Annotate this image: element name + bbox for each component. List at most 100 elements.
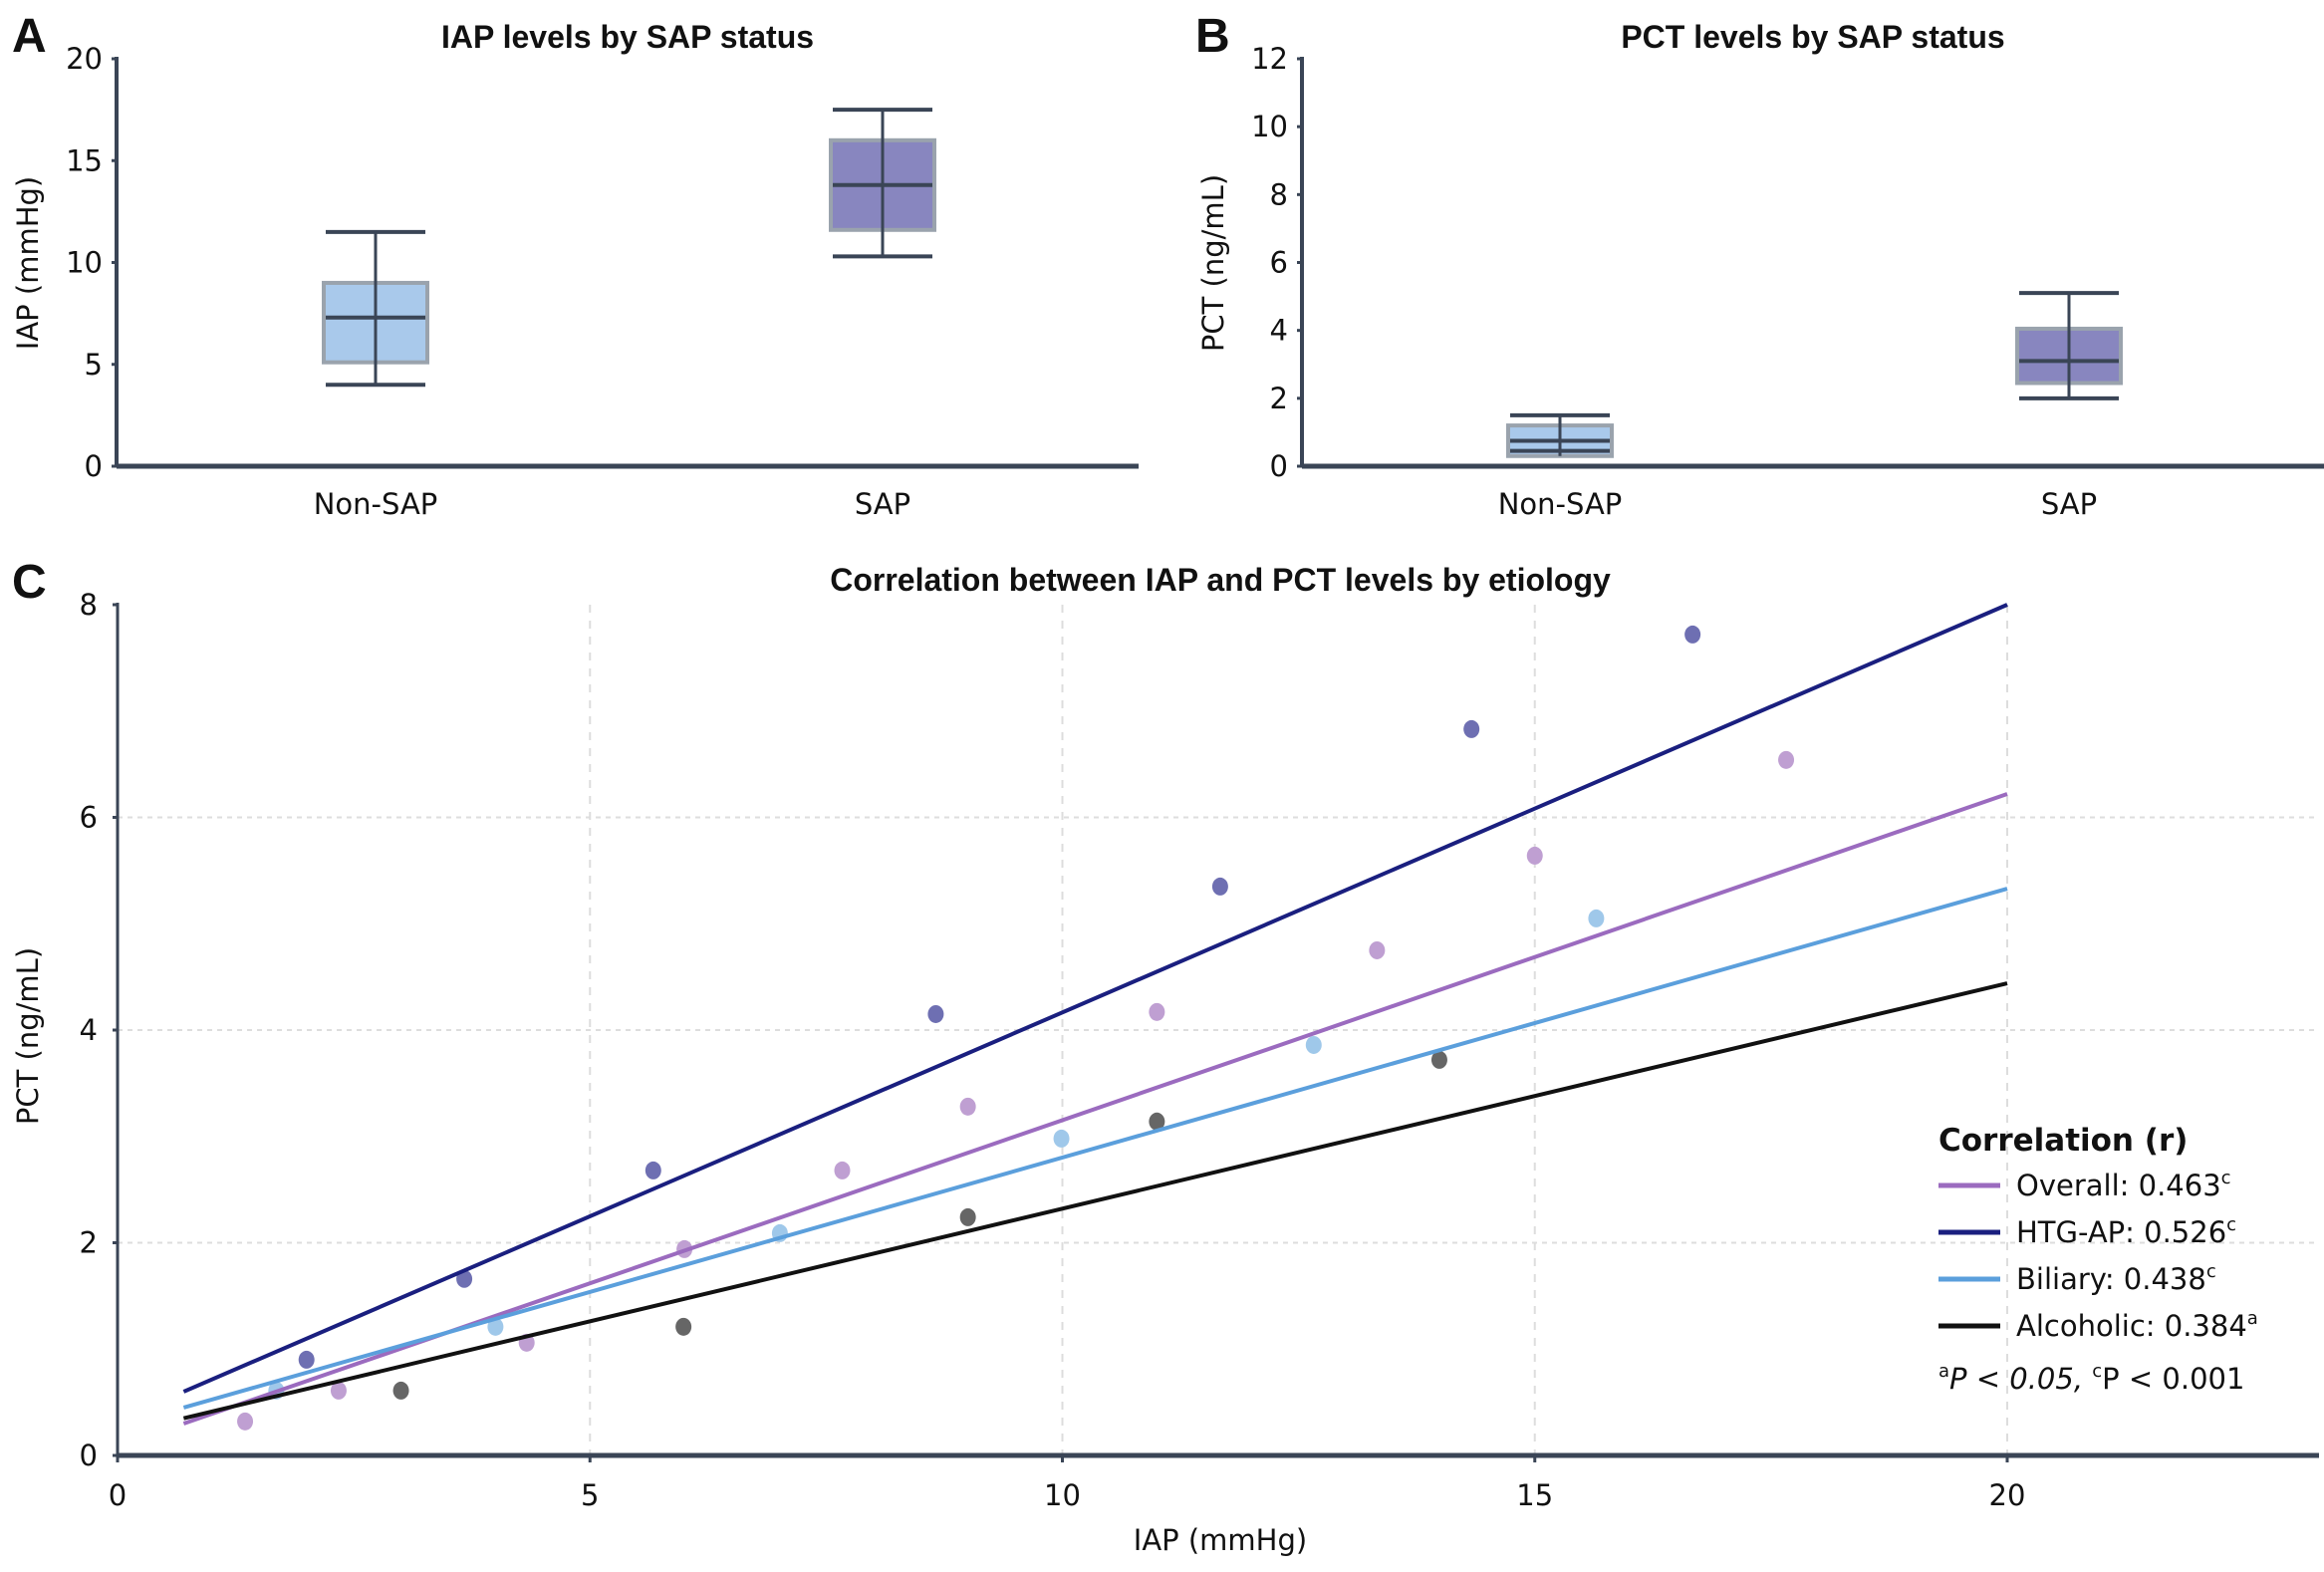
panel-c-title: Correlation between IAP and PCT levels b… — [830, 562, 1611, 598]
footnote-a-text: P < 0.05, — [1949, 1362, 2092, 1396]
legend-significance-mark: a — [2247, 1308, 2258, 1329]
data-point — [1430, 1050, 1447, 1069]
data-point — [1463, 719, 1480, 738]
data-point — [1211, 877, 1228, 896]
data-point — [237, 1412, 254, 1431]
y-tick-label: 6 — [80, 801, 98, 835]
legend-label: Overall: 0.463c — [2016, 1168, 2231, 1202]
legend-label: Biliary: 0.438c — [2016, 1261, 2216, 1296]
fit-line-overall — [182, 792, 2008, 1426]
legend-label-text: Alcoholic: 0.384 — [2016, 1309, 2247, 1343]
footnote-c-text: P < 0.001 — [2102, 1362, 2244, 1396]
panel-letter-b: B — [1195, 10, 1230, 63]
legend-label: HTG-AP: 0.526c — [2016, 1214, 2236, 1249]
data-point — [456, 1269, 473, 1288]
x-tick-label: 0 — [109, 1478, 127, 1512]
y-tick-label: 10 — [1251, 110, 1288, 143]
legend-title: Correlation (r) — [1938, 1123, 2188, 1159]
fit-line-htg-ap — [182, 603, 2008, 1394]
panel-a-ylabel: IAP (mmHg) — [11, 176, 45, 350]
y-tick-label: 10 — [66, 246, 103, 280]
y-tick-label: 6 — [1270, 246, 1288, 280]
data-point — [330, 1381, 347, 1400]
data-point — [1778, 750, 1795, 769]
box-non-sap — [1506, 412, 1614, 458]
data-point — [1684, 625, 1701, 644]
y-tick-label: 4 — [1270, 314, 1288, 348]
y-tick-label: 0 — [85, 449, 103, 483]
data-point — [1526, 846, 1543, 865]
legend-label: Alcoholic: 0.384a — [2016, 1308, 2258, 1343]
panel-c-ylabel: PCT (ng/mL) — [11, 947, 45, 1125]
data-point — [645, 1161, 661, 1179]
box-non-sap — [322, 229, 429, 388]
legend-label-text: Biliary: 0.438 — [2016, 1262, 2206, 1296]
fit-line-alcoholic — [182, 981, 2008, 1421]
legend-item-overall: Overall: 0.463c — [1938, 1168, 2231, 1202]
series-overall — [237, 750, 1795, 1431]
legend-footnote: aP < 0.05, cP < 0.001 — [1938, 1361, 2244, 1396]
panel-b-plot: 0 2 4 6 8 10 12 Non-SAP SAP — [1251, 42, 2324, 521]
x-tick-label: SAP — [855, 487, 910, 521]
y-tick-label: 8 — [80, 588, 98, 622]
x-tick-label: SAP — [2041, 487, 2097, 521]
x-tick-label: 10 — [1044, 1478, 1081, 1512]
legend-label-text: Overall: 0.463 — [2016, 1169, 2221, 1202]
y-tick-label: 12 — [1251, 42, 1288, 76]
data-point — [834, 1161, 851, 1179]
y-tick-label: 0 — [1270, 449, 1288, 483]
y-tick-label: 2 — [1270, 382, 1288, 415]
data-point — [1149, 1112, 1165, 1131]
y-tick-label: 2 — [80, 1226, 98, 1260]
legend-item-alcoholic: Alcoholic: 0.384a — [1938, 1308, 2258, 1343]
data-point — [959, 1207, 976, 1226]
data-point — [392, 1381, 409, 1400]
fit-line-biliary — [182, 887, 2008, 1410]
legend-significance-mark: c — [2221, 1168, 2231, 1188]
y-tick-label: 5 — [85, 348, 103, 382]
panel-a-plot: 0 5 10 15 20 Non-SAP SAP — [66, 42, 1139, 521]
data-point — [1369, 940, 1386, 959]
x-tick-label: Non-SAP — [1498, 487, 1623, 521]
data-point — [927, 1004, 944, 1023]
x-tick-label: 15 — [1516, 1478, 1553, 1512]
y-tick-label: 4 — [80, 1013, 98, 1047]
x-tick-label: 20 — [1989, 1478, 2026, 1512]
legend-significance-mark: c — [2226, 1214, 2236, 1235]
panel-letter-a: A — [12, 10, 47, 63]
panel-a-title: IAP levels by SAP status — [441, 19, 814, 55]
panel-c-xlabel: IAP (mmHg) — [1134, 1523, 1307, 1557]
data-point — [487, 1317, 504, 1336]
data-point — [1305, 1035, 1322, 1054]
data-point — [298, 1350, 315, 1369]
panel-b-title: PCT levels by SAP status — [1621, 19, 2004, 55]
x-tick-label: Non-SAP — [314, 487, 438, 521]
box-sap — [2015, 291, 2123, 400]
legend-label-text: HTG-AP: 0.526 — [2016, 1215, 2226, 1249]
footnote-c-mark: c — [2092, 1361, 2102, 1382]
x-tick-label: 5 — [581, 1478, 599, 1512]
box-sap — [829, 108, 936, 259]
data-point — [1149, 1002, 1165, 1021]
data-point — [959, 1097, 976, 1116]
y-tick-label: 0 — [80, 1439, 98, 1472]
series-alcoholic — [392, 1050, 1447, 1400]
panel-letter-c: C — [12, 556, 47, 609]
panel-c: C Correlation between IAP and PCT levels… — [11, 556, 2320, 1557]
y-tick-label: 15 — [66, 143, 103, 177]
data-point — [675, 1317, 692, 1336]
data-point — [1588, 909, 1605, 927]
panel-b-ylabel: PCT (ng/mL) — [1196, 174, 1230, 352]
legend-item-biliary: Biliary: 0.438c — [1938, 1261, 2216, 1296]
data-point — [1053, 1129, 1070, 1148]
panel-c-plot: 0 2 4 6 8 0 5 10 15 20 — [80, 588, 2320, 1512]
legend-significance-mark: c — [2206, 1261, 2216, 1282]
series-htg-ap — [298, 625, 1701, 1369]
footnote-a-mark: a — [1938, 1361, 1949, 1382]
panel-b: B PCT levels by SAP status PCT (ng/mL) 0… — [1195, 10, 2324, 521]
legend-item-htg-ap: HTG-AP: 0.526c — [1938, 1214, 2236, 1249]
panel-a: A IAP levels by SAP status IAP (mmHg) 0 5… — [11, 10, 1139, 521]
